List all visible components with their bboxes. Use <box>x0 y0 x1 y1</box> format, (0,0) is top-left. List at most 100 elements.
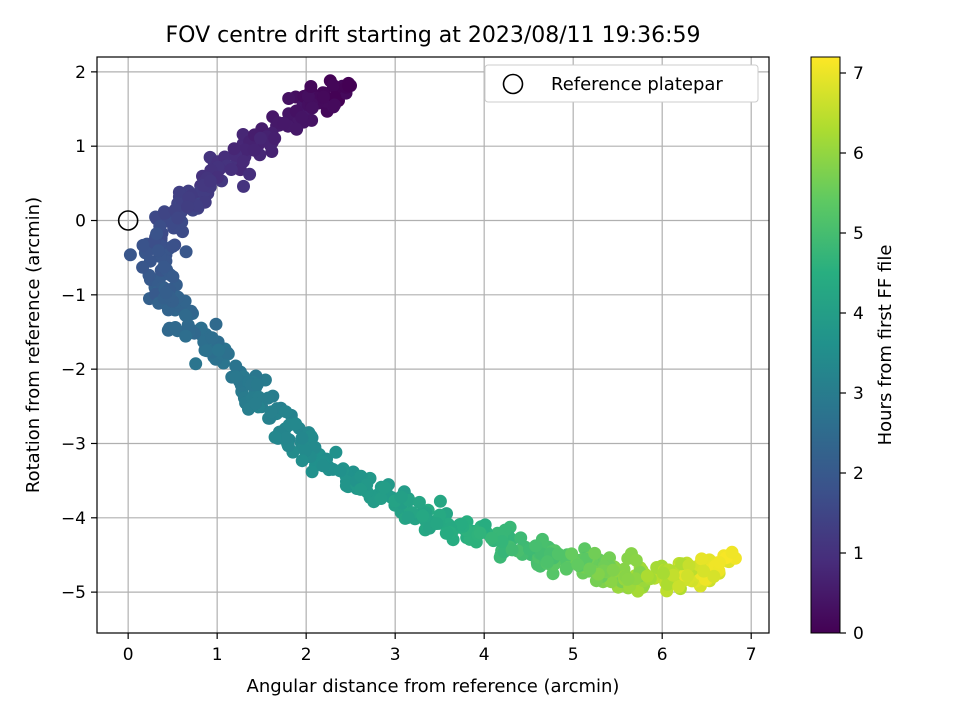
scatter-point <box>166 270 180 284</box>
y-axis-label: Rotation from reference (arcmin) <box>23 197 44 493</box>
x-tick-label: 2 <box>301 645 312 665</box>
scatter-point <box>604 575 618 589</box>
scatter-point <box>682 558 696 572</box>
x-tick-label: 7 <box>746 645 757 665</box>
scatter-point <box>200 344 214 358</box>
scatter-point <box>672 580 686 594</box>
grid-lines <box>97 57 769 633</box>
plot-frame <box>96 56 770 634</box>
colorbar-gradient <box>810 56 841 634</box>
y-ticks: −5 −4 −3 −2 −1 0 1 2 <box>61 63 97 603</box>
scatter-point <box>514 531 528 545</box>
scatter-point <box>295 110 309 124</box>
scatter-point <box>189 357 203 371</box>
y-tick-label: 0 <box>75 212 86 232</box>
scatter-point <box>339 479 353 493</box>
scatter-point <box>248 397 262 410</box>
colorbar-tick-label: 5 <box>853 224 864 244</box>
y-tick-label: −5 <box>61 583 86 603</box>
scatter-point <box>203 174 217 188</box>
scatter-point <box>229 370 243 384</box>
scatter-point <box>606 563 620 577</box>
scatter-point <box>290 122 304 136</box>
scatter-point <box>326 78 340 92</box>
scatter-point <box>227 142 241 156</box>
scatter-point <box>695 552 709 566</box>
scatter-point <box>551 547 565 561</box>
y-tick-label: −4 <box>61 509 86 529</box>
scatter-point <box>305 113 319 127</box>
scatter-point <box>171 211 185 225</box>
scatter-point <box>529 539 543 553</box>
scatter-point <box>229 359 243 373</box>
x-tick-label: 6 <box>657 645 668 665</box>
scatter-point <box>250 378 264 391</box>
colorbar-tick-label: 2 <box>853 464 864 484</box>
scatter-point <box>268 131 282 145</box>
scatter-point <box>224 163 238 176</box>
legend-box <box>484 64 759 103</box>
scatter-point <box>212 343 225 357</box>
scatter-point <box>354 482 368 496</box>
scatter-point <box>205 331 219 345</box>
scatter-point <box>136 238 150 252</box>
scatter-point <box>282 92 296 105</box>
scatter-point <box>243 167 257 181</box>
scatter-point <box>697 564 711 578</box>
colorbar-ticks: 0 1 2 3 4 5 6 7 <box>840 64 864 644</box>
scatter-point <box>150 227 164 241</box>
y-tick-label: −2 <box>61 360 86 380</box>
scatter-point <box>333 464 347 478</box>
scatter-point <box>181 200 195 214</box>
scatter-point <box>725 545 739 559</box>
scatter-point <box>295 431 309 445</box>
scatter-point <box>378 481 392 495</box>
scatter-point <box>681 569 694 583</box>
scatter-point <box>247 143 261 157</box>
colorbar-tick-label: 6 <box>853 144 864 164</box>
scatter-point <box>430 517 444 530</box>
x-tick-label: 3 <box>390 645 401 665</box>
scatter-point <box>707 569 721 583</box>
scatter-point <box>712 556 726 569</box>
scatter-point <box>583 562 597 576</box>
colorbar-tick-label: 7 <box>853 64 864 84</box>
scatter-point <box>560 561 574 575</box>
scatter-point <box>159 286 173 300</box>
scatter-point <box>277 116 291 130</box>
scatter-point <box>168 321 182 334</box>
legend: Reference platepar <box>484 64 759 103</box>
scatter-point <box>254 131 267 145</box>
scatter-point <box>656 566 670 580</box>
scatter-point <box>157 260 171 274</box>
scatter-points <box>123 74 742 598</box>
scatter-point <box>289 417 303 431</box>
scatter-point <box>237 179 250 193</box>
scatter-point <box>629 553 643 567</box>
colorbar-tick-label: 1 <box>853 544 864 564</box>
scatter-point <box>412 495 426 509</box>
scatter-point <box>505 543 519 557</box>
scatter-point <box>329 445 343 459</box>
y-tick-label: 2 <box>75 63 86 83</box>
scatter-point <box>179 308 192 322</box>
scatter-point <box>305 101 319 115</box>
scatter-point <box>279 405 293 419</box>
scatter-point <box>374 492 388 505</box>
scatter-point <box>304 80 318 93</box>
reference-platepar-marker <box>117 210 139 231</box>
scatter-point <box>136 260 150 274</box>
colorbar-tick-label: 3 <box>853 384 864 404</box>
scatter-point <box>264 405 278 419</box>
legend-marker-icon <box>502 73 524 95</box>
scatter-point <box>305 465 319 479</box>
scatter-point <box>123 248 137 262</box>
scatter-point <box>316 459 330 473</box>
scatter-point <box>268 430 282 444</box>
scatter-point <box>295 454 309 468</box>
x-tick-label: 1 <box>212 645 223 665</box>
scatter-point <box>179 329 193 343</box>
scatter-point <box>328 98 341 112</box>
scatter-point <box>416 509 430 523</box>
scatter-point <box>640 569 654 583</box>
